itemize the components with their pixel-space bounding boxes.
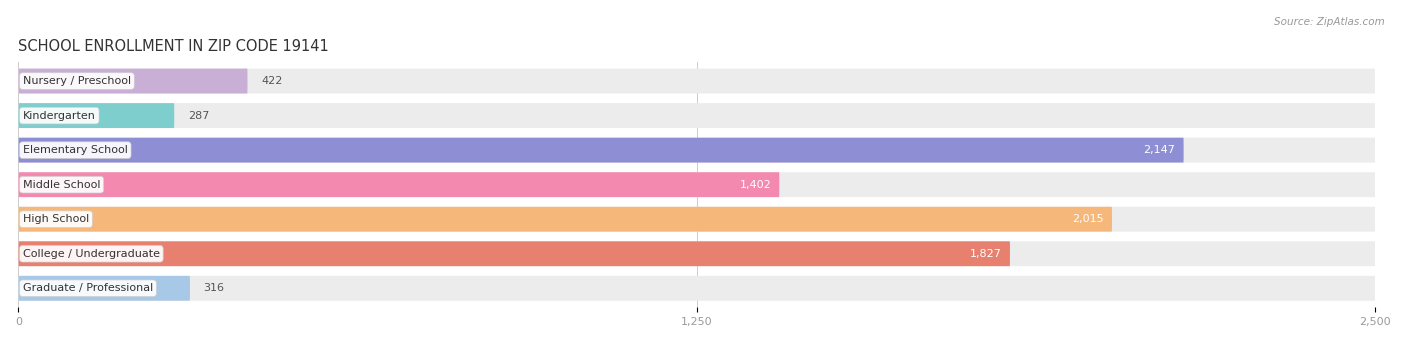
FancyBboxPatch shape	[18, 276, 190, 301]
Text: Kindergarten: Kindergarten	[22, 110, 96, 121]
FancyBboxPatch shape	[18, 138, 1375, 162]
FancyBboxPatch shape	[18, 103, 174, 128]
Text: College / Undergraduate: College / Undergraduate	[22, 249, 160, 259]
FancyBboxPatch shape	[18, 69, 1375, 93]
Text: 422: 422	[262, 76, 283, 86]
Text: 316: 316	[204, 283, 225, 293]
FancyBboxPatch shape	[18, 207, 1112, 232]
FancyBboxPatch shape	[18, 172, 1375, 197]
FancyBboxPatch shape	[18, 138, 1184, 162]
Text: High School: High School	[22, 214, 89, 224]
FancyBboxPatch shape	[18, 103, 1375, 128]
Text: 1,827: 1,827	[970, 249, 1002, 259]
FancyBboxPatch shape	[18, 69, 247, 93]
Text: SCHOOL ENROLLMENT IN ZIP CODE 19141: SCHOOL ENROLLMENT IN ZIP CODE 19141	[18, 39, 329, 54]
Text: Nursery / Preschool: Nursery / Preschool	[22, 76, 131, 86]
Text: Elementary School: Elementary School	[22, 145, 128, 155]
FancyBboxPatch shape	[18, 207, 1375, 232]
FancyBboxPatch shape	[18, 172, 779, 197]
FancyBboxPatch shape	[18, 241, 1010, 266]
Text: 287: 287	[188, 110, 209, 121]
Text: 2,015: 2,015	[1073, 214, 1104, 224]
Text: Source: ZipAtlas.com: Source: ZipAtlas.com	[1274, 17, 1385, 27]
FancyBboxPatch shape	[18, 241, 1375, 266]
Text: Graduate / Professional: Graduate / Professional	[22, 283, 153, 293]
Text: 1,402: 1,402	[740, 180, 770, 190]
Text: 2,147: 2,147	[1143, 145, 1175, 155]
Text: Middle School: Middle School	[22, 180, 100, 190]
FancyBboxPatch shape	[18, 276, 1375, 301]
